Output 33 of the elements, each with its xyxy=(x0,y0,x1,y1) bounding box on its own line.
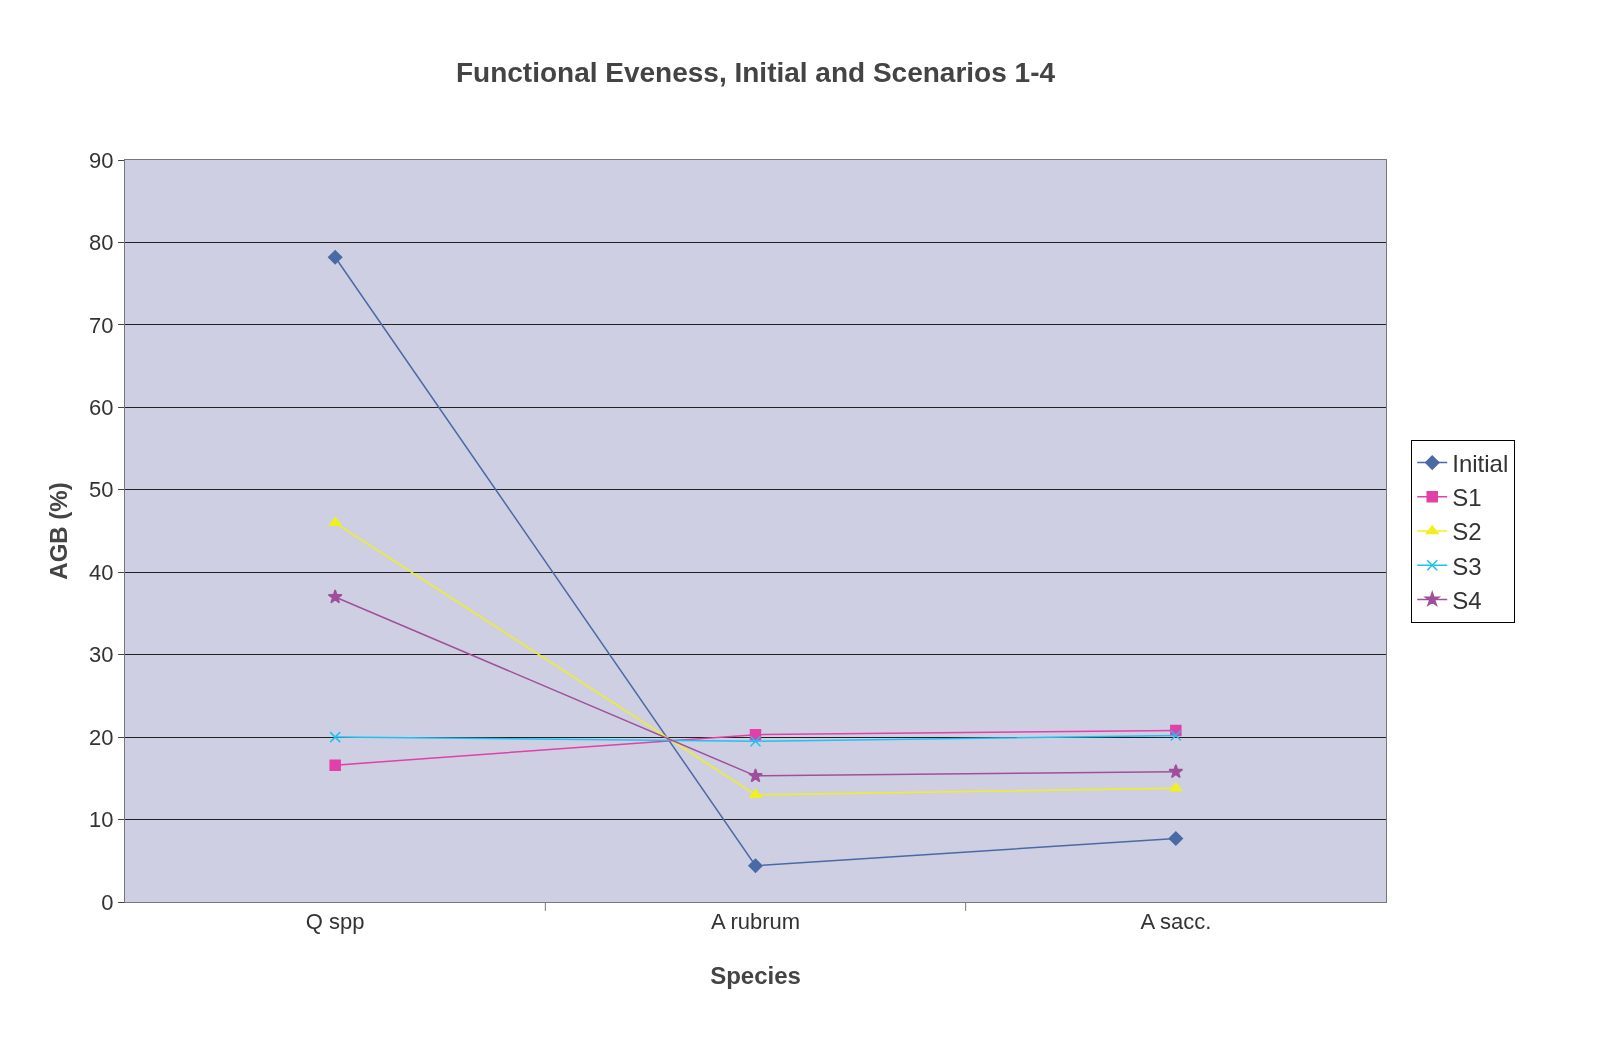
point xyxy=(329,759,341,771)
x-tick-label: Q spp xyxy=(305,909,365,935)
y-tick-label: 20 xyxy=(89,724,114,750)
y-tick-label: 90 xyxy=(89,147,114,173)
x-axis-title: Species xyxy=(710,962,801,989)
chart-title: Functional Eveness, Initial and Scenarios 1-4 xyxy=(455,57,1056,89)
point xyxy=(1170,729,1182,742)
y-tick-label: 40 xyxy=(89,559,114,585)
legend-label: S2 xyxy=(1452,518,1482,546)
point xyxy=(329,731,341,743)
legend-label: Initial xyxy=(1452,449,1509,477)
y-tick-label: 10 xyxy=(89,807,114,833)
point xyxy=(1169,782,1183,792)
y-tick-label: 70 xyxy=(89,312,114,338)
point xyxy=(748,858,763,873)
point xyxy=(749,735,762,747)
legend-label: S1 xyxy=(1452,484,1482,512)
y-tick-label: 0 xyxy=(101,889,114,915)
legend-label: S4 xyxy=(1452,586,1482,614)
y-tick-label: 80 xyxy=(89,230,114,256)
point xyxy=(327,589,343,604)
y-tick-label: 60 xyxy=(89,395,114,421)
point xyxy=(328,517,342,527)
x-tick-label: A rubrum xyxy=(710,909,801,935)
x-tick-label: A sacc. xyxy=(1140,909,1212,935)
y-tick-label: 30 xyxy=(89,642,114,668)
point xyxy=(327,250,343,265)
y-axis-title: AGB (%) xyxy=(45,482,72,580)
point xyxy=(748,768,763,783)
point xyxy=(1168,831,1184,846)
point xyxy=(1168,763,1184,779)
legend-label: S3 xyxy=(1452,552,1482,580)
y-tick-label: 50 xyxy=(89,477,114,503)
